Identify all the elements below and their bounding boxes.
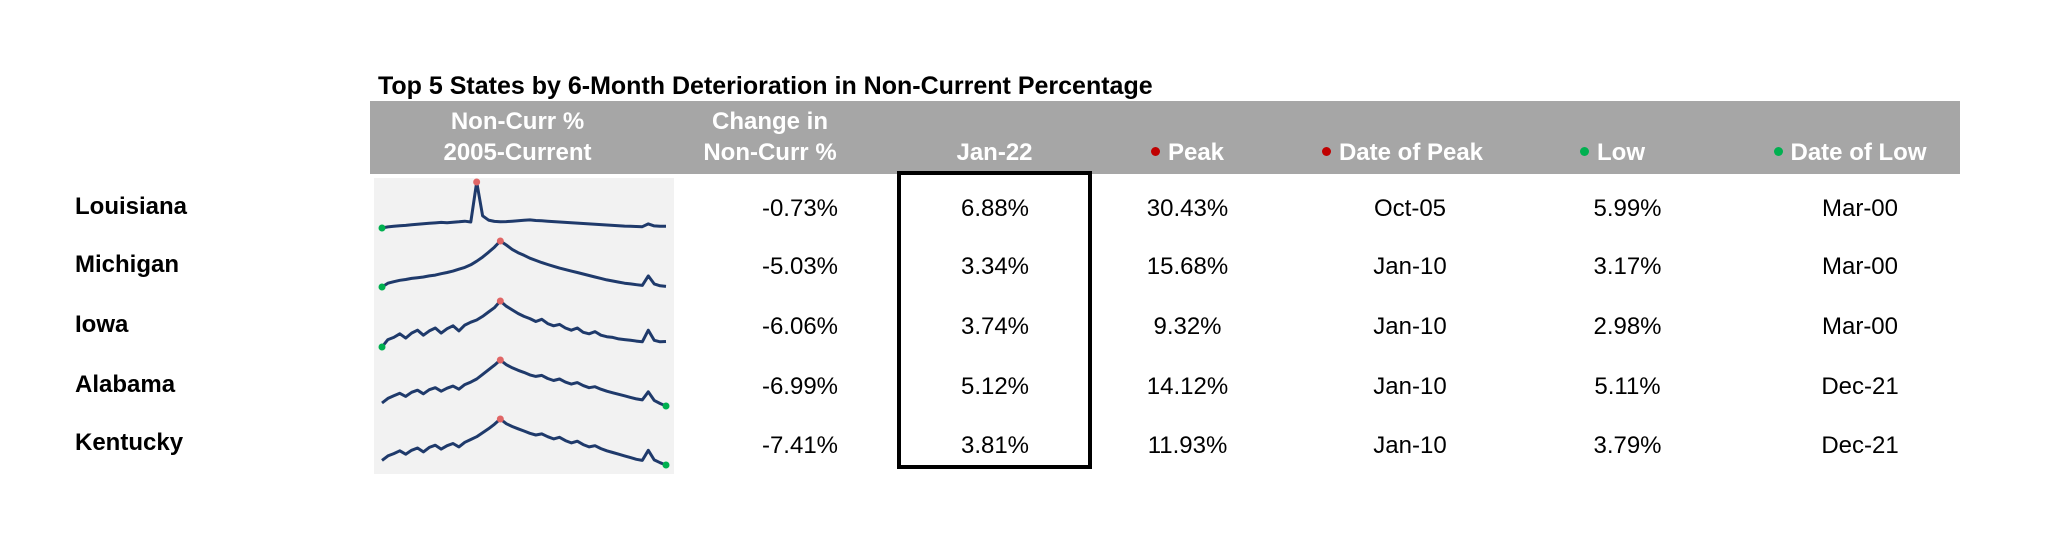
- row-date-of-peak: Oct-05: [1373, 195, 1447, 222]
- row-date-of-peak: Jan-10: [1373, 432, 1447, 459]
- row-change: -6.06%: [761, 313, 839, 340]
- header-low: Low: [1550, 137, 1675, 168]
- sparkline-peak-marker: [496, 297, 504, 305]
- row-peak: 30.43%: [1146, 195, 1229, 222]
- sparkline-chart: [378, 297, 667, 351]
- row-low: 3.79%: [1593, 432, 1662, 459]
- header-date-of-peak: Date of Peak: [1295, 137, 1510, 168]
- sparkline-peak-marker: [496, 356, 504, 364]
- row-state: Iowa: [75, 311, 129, 338]
- sparkline-chart: [381, 356, 670, 410]
- sparkline-low-marker: [662, 402, 670, 410]
- row-date-of-peak: Jan-10: [1373, 253, 1447, 280]
- row-change: -5.03%: [761, 253, 839, 280]
- header-peak-label: Peak: [1167, 139, 1225, 166]
- row-peak: 9.32%: [1153, 313, 1222, 340]
- sparkline-path: [381, 239, 667, 289]
- row-peak: 11.93%: [1147, 432, 1228, 459]
- row-change: -6.99%: [761, 373, 839, 400]
- row-date-of-low: Dec-21: [1821, 432, 1899, 459]
- header-date-of-low-label: Date of Low: [1790, 139, 1927, 166]
- row-low: 3.17%: [1593, 253, 1662, 280]
- peak-dot-icon: [1150, 147, 1160, 157]
- row-jan22: 3.34%: [960, 253, 1030, 280]
- row-date-of-low: Mar-00: [1821, 195, 1899, 222]
- sparkline-peak-marker: [496, 237, 504, 245]
- header-noncurr-line1: Non-Curr %: [450, 108, 585, 135]
- sparkline-chart: [378, 237, 667, 291]
- sparkline-peak-marker: [496, 415, 504, 423]
- row-peak: 15.68%: [1146, 253, 1229, 280]
- header-date-of-low: Date of Low: [1745, 137, 1955, 168]
- row-low: 2.98%: [1593, 313, 1662, 340]
- jan22-highlight-box: [897, 171, 1092, 469]
- row-low: 5.11%: [1594, 373, 1661, 400]
- header-change-line2: Non-Curr %: [703, 139, 837, 166]
- sparkline-low-marker: [378, 224, 386, 232]
- row-jan22: 6.88%: [960, 195, 1030, 222]
- row-jan22: 3.74%: [960, 313, 1030, 340]
- sparkline-low-marker: [378, 283, 386, 291]
- row-state: Louisiana: [75, 193, 188, 220]
- table-title: Top 5 States by 6-Month Deterioration in…: [378, 72, 1153, 100]
- sparkline-chart: [378, 178, 666, 232]
- sparkline-low-marker: [662, 461, 670, 469]
- row-state: Kentucky: [75, 429, 184, 456]
- header-change: Change in Non-Curr %: [670, 106, 870, 168]
- row-date-of-low: Mar-00: [1821, 253, 1899, 280]
- row-change: -7.41%: [761, 432, 839, 459]
- header-low-label: Low: [1597, 139, 1645, 166]
- date-of-low-dot-icon: [1773, 147, 1783, 157]
- row-state: Michigan: [75, 251, 180, 278]
- sparkline-low-marker: [378, 343, 386, 351]
- header-noncurr-line2: 2005-Current: [443, 139, 592, 166]
- row-jan22: 3.81%: [960, 432, 1030, 459]
- sparkline-path: [381, 417, 667, 467]
- row-change: -0.73%: [761, 195, 839, 222]
- row-date-of-peak: Jan-10: [1373, 313, 1447, 340]
- row-low: 5.99%: [1593, 195, 1662, 222]
- header-peak: Peak: [1115, 137, 1260, 168]
- table-header: Non-Curr % 2005-Current Change in Non-Cu…: [370, 101, 1960, 174]
- row-peak: 14.12%: [1146, 373, 1229, 400]
- header-noncurr: Non-Curr % 2005-Current: [380, 106, 655, 168]
- header-date-of-peak-label: Date of Peak: [1338, 139, 1484, 166]
- sparkline-path: [381, 358, 667, 408]
- sparkline-peak-marker: [473, 178, 481, 186]
- row-date-of-low: Mar-00: [1821, 313, 1899, 340]
- date-of-peak-dot-icon: [1321, 147, 1331, 157]
- row-date-of-low: Dec-21: [1821, 373, 1899, 400]
- row-date-of-peak: Jan-10: [1373, 373, 1447, 400]
- header-jan22: Jan-22: [956, 139, 1033, 166]
- header-change-line1: Change in: [711, 108, 828, 135]
- low-dot-icon: [1580, 147, 1589, 157]
- row-jan22: 5.12%: [960, 373, 1030, 400]
- row-state: Alabama: [75, 371, 176, 398]
- sparkline-path: [381, 180, 666, 230]
- sparkline-path: [380, 299, 667, 348]
- sparkline-chart: [381, 415, 670, 469]
